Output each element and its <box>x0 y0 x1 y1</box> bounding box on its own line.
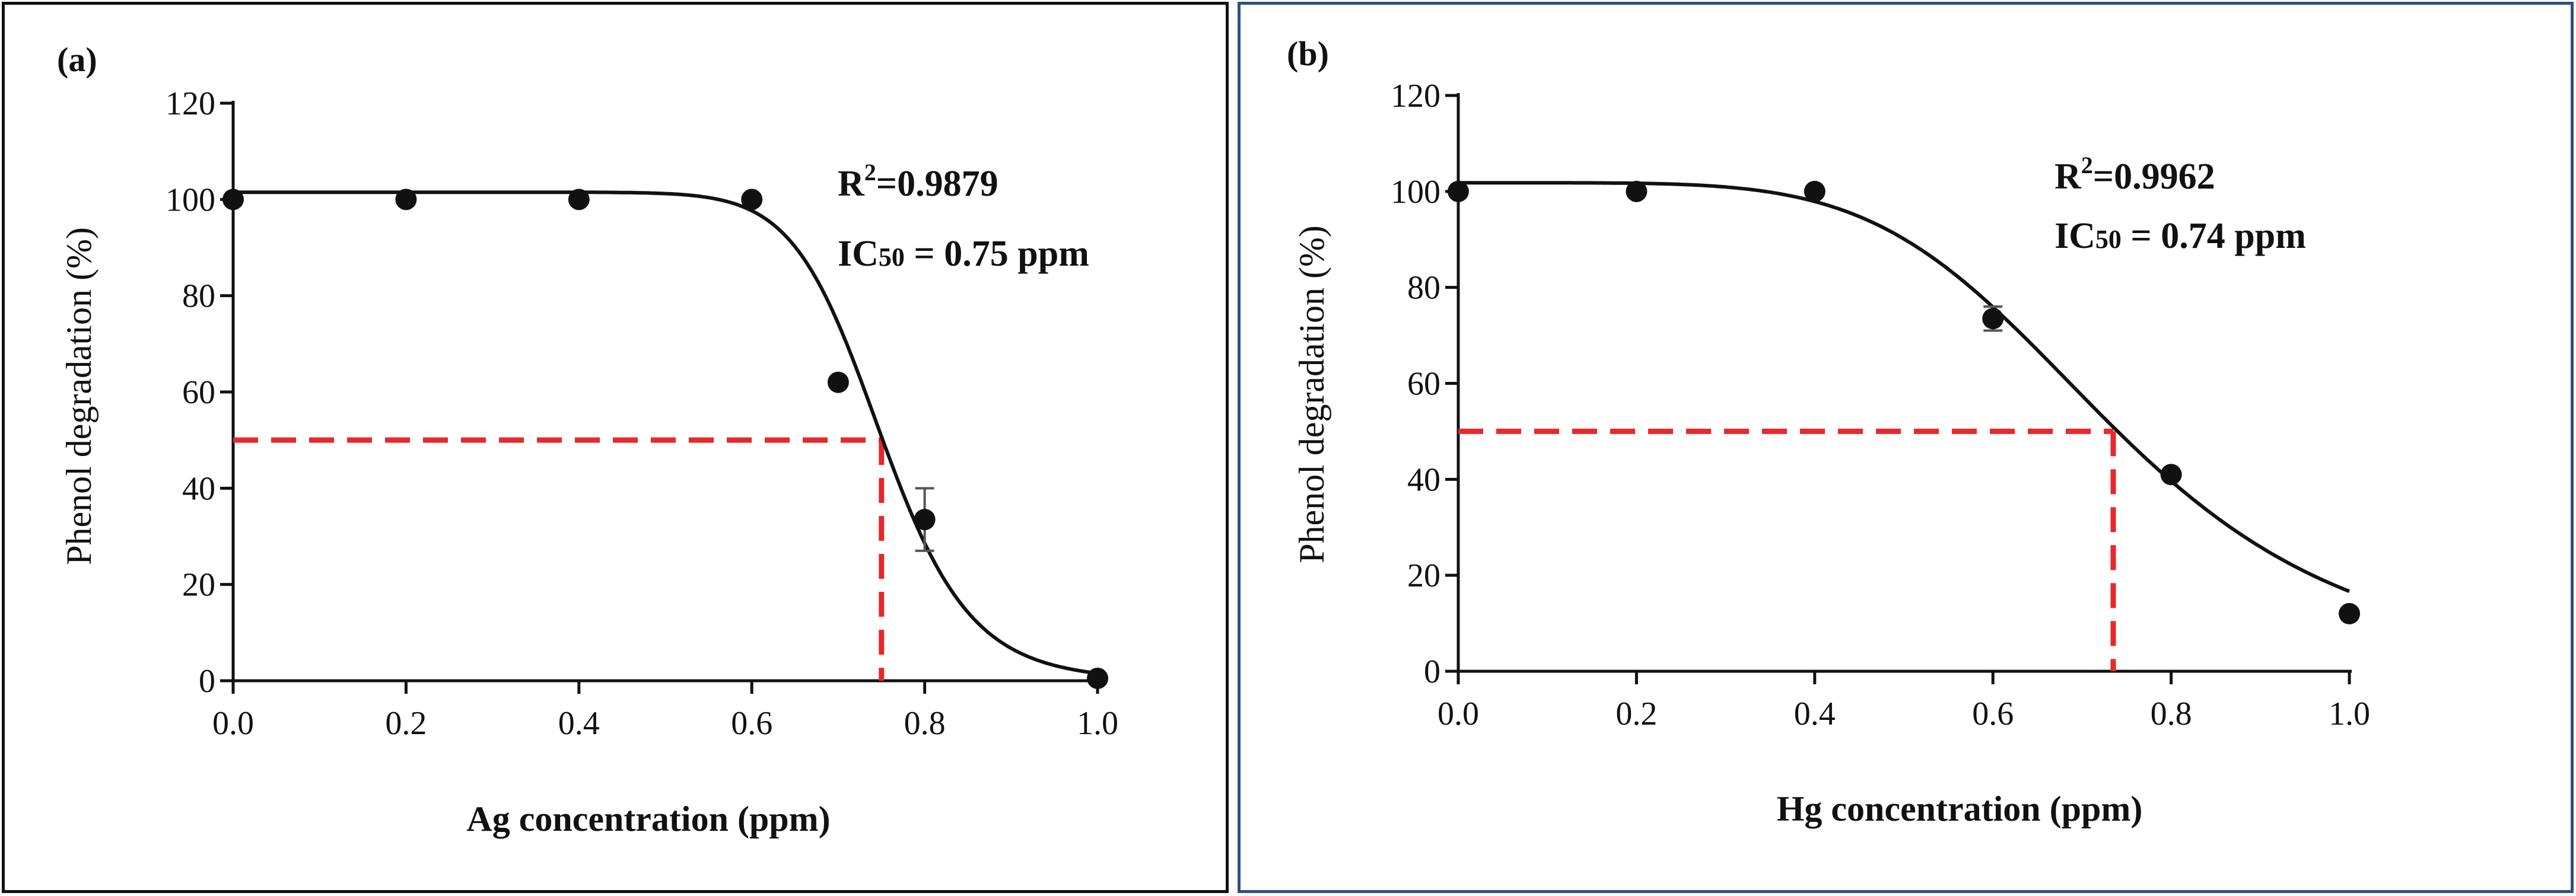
y-tick-label-b: 60 <box>1407 366 1440 403</box>
x-tick-label-a: 0.8 <box>904 705 946 742</box>
x-tick-label-a: 0.2 <box>385 705 427 742</box>
y-tick-label-b: 100 <box>1391 174 1440 211</box>
data-point-b <box>2339 602 2360 624</box>
data-point-b <box>1626 180 1648 202</box>
y-tick-label-a: 40 <box>182 470 215 507</box>
y-tick-label-a: 60 <box>182 374 215 411</box>
y-tick-label-a: 80 <box>182 278 215 315</box>
data-point-b <box>1982 308 2004 330</box>
x-tick-label-a: 0.4 <box>558 705 600 742</box>
y-tick-label-a: 120 <box>166 85 215 122</box>
fit-curve-b <box>1458 181 2351 593</box>
r2-annotation-b: R2=0.9962 <box>2055 152 2215 197</box>
data-points-a <box>222 189 1108 689</box>
chart-panel-a: (a) Ag concentration (ppm) Phenol degrad… <box>2 2 1229 893</box>
x-tick-label-a: 1.0 <box>1077 705 1118 742</box>
chart-panel-b: (b) Hg concentration (ppm) Phenol degrad… <box>1238 2 2574 893</box>
data-point-a <box>741 189 763 211</box>
ic50-annotation-a: IC50 = 0.75 ppm <box>838 234 1089 274</box>
x-axis-title-a: Ag concentration (ppm) <box>466 799 830 838</box>
ic50-guides-a <box>233 437 885 681</box>
axes-b: 0 20 40 60 80 100 120 0.0 0.2 0.4 0.6 0.8 1.0 <box>1391 78 2370 732</box>
x-tick-label-a: 0.0 <box>212 705 254 742</box>
x-tick-label-b: 0.6 <box>1972 696 2014 732</box>
x-tick-label-b: 0.8 <box>2151 696 2192 732</box>
ic50-guides-b <box>1458 428 2116 671</box>
panel-label-a: (a) <box>57 40 97 79</box>
x-tick-label-a: 0.6 <box>731 705 772 742</box>
y-tick-label-a: 0 <box>199 663 215 700</box>
chart-b-svg: (b) Hg concentration (ppm) Phenol degrad… <box>1287 34 2370 828</box>
fit-curve-a <box>233 190 1098 675</box>
data-point-a <box>222 189 244 211</box>
chart-a-svg: (a) Ag concentration (ppm) Phenol degrad… <box>57 40 1118 838</box>
ic50-annotation-b: IC50 = 0.74 ppm <box>2055 216 2306 256</box>
fit-curve-path-a <box>233 190 1098 675</box>
x-tick-label-b: 0.2 <box>1615 696 1657 732</box>
data-point-a <box>827 371 849 393</box>
y-tick-label-a: 100 <box>166 181 215 218</box>
data-points-b <box>1448 180 2360 624</box>
data-point-b <box>1448 180 1469 202</box>
x-axis-title-b: Hg concentration (ppm) <box>1777 789 2143 828</box>
data-point-a <box>1087 667 1108 689</box>
x-tick-label-b: 1.0 <box>2329 696 2370 732</box>
data-point-a <box>395 189 417 211</box>
y-axis-title-b: Phenol degradation (%) <box>1292 225 1331 563</box>
x-tick-label-b: 0.4 <box>1794 696 1836 732</box>
y-tick-label-b: 120 <box>1391 78 1440 114</box>
y-tick-label-b: 0 <box>1424 653 1440 690</box>
data-point-a <box>914 509 936 531</box>
y-tick-label-b: 40 <box>1407 461 1440 498</box>
r2-annotation-a: R2=0.9879 <box>838 159 998 204</box>
y-tick-label-a: 20 <box>182 567 215 604</box>
fit-curve-path-b <box>1458 181 2351 593</box>
data-point-a <box>568 189 590 211</box>
y-tick-label-b: 20 <box>1407 557 1440 594</box>
y-tick-label-b: 80 <box>1407 270 1440 307</box>
data-point-b <box>2160 464 2182 486</box>
x-tick-label-b: 0.0 <box>1438 696 1479 732</box>
panel-label-b: (b) <box>1287 34 1329 73</box>
y-axis-title-a: Phenol degradation (%) <box>59 227 98 565</box>
data-point-b <box>1804 180 1826 202</box>
